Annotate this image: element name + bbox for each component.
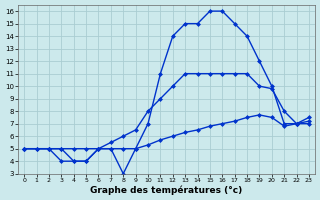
X-axis label: Graphe des températures (°c): Graphe des températures (°c) [91,186,243,195]
